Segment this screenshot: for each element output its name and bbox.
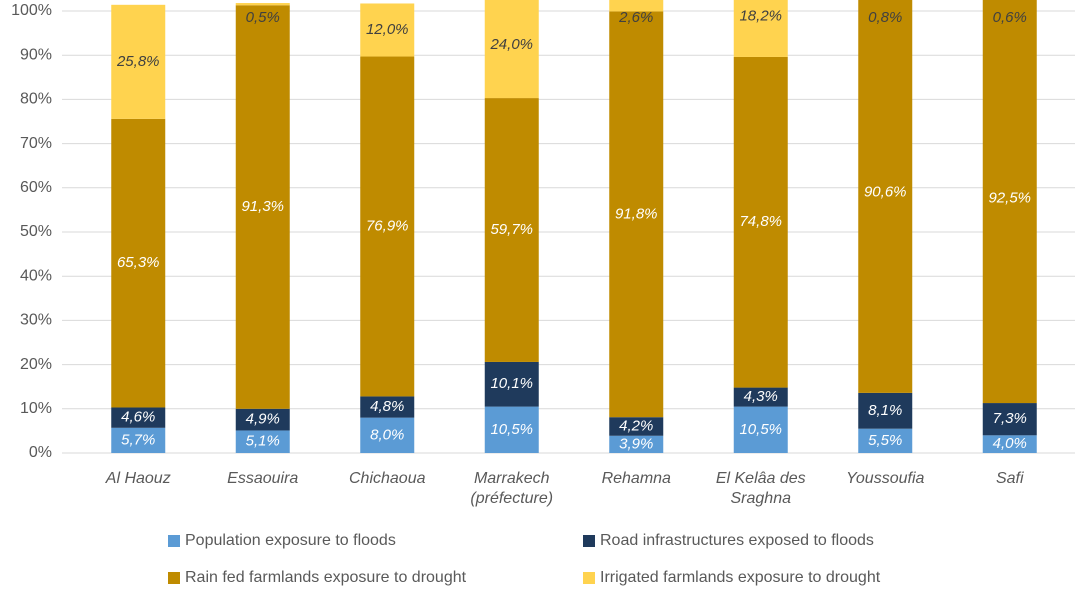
data-label: 10,1% bbox=[490, 375, 533, 392]
data-label: 4,8% bbox=[370, 398, 404, 415]
bar-segment bbox=[733, 56, 788, 388]
data-label: 4,3% bbox=[744, 388, 778, 405]
data-label: 92,5% bbox=[988, 190, 1031, 207]
bar-segment bbox=[982, 0, 1037, 404]
data-label: 0,8% bbox=[868, 9, 902, 26]
bar-segment bbox=[733, 0, 788, 57]
bar-segment bbox=[484, 406, 539, 453]
bar-segment bbox=[982, 403, 1037, 436]
data-label: 90,6% bbox=[864, 184, 907, 201]
y-tick-label: 50% bbox=[20, 223, 52, 240]
data-label: 5,5% bbox=[868, 432, 902, 449]
data-label: 5,1% bbox=[246, 433, 280, 450]
legend-label: Rain fed farmlands exposure to drought bbox=[185, 569, 467, 586]
y-tick-label: 80% bbox=[20, 91, 52, 108]
legend-label: Irrigated farmlands exposure to drought bbox=[600, 569, 881, 586]
bar-segment bbox=[733, 406, 788, 453]
bar-segment bbox=[111, 4, 166, 119]
bar-segment bbox=[111, 427, 166, 453]
bar-segment bbox=[235, 430, 290, 453]
data-label: 65,3% bbox=[117, 254, 160, 271]
bar-segment bbox=[360, 56, 415, 397]
data-label: 7,3% bbox=[993, 410, 1027, 427]
y-tick-label: 60% bbox=[20, 179, 52, 196]
legend-label: Road infrastructures exposed to floods bbox=[600, 532, 874, 549]
data-label: 8,0% bbox=[370, 426, 404, 443]
bar-segment bbox=[111, 407, 166, 428]
y-tick-label: 10% bbox=[20, 400, 52, 417]
bar-segment bbox=[609, 11, 664, 418]
y-tick-label: 20% bbox=[20, 356, 52, 373]
x-tick-label: Al Haouz bbox=[105, 470, 171, 487]
data-label: 8,1% bbox=[868, 402, 902, 419]
y-tick-label: 100% bbox=[11, 2, 52, 19]
bar-segment bbox=[609, 0, 664, 12]
x-tick-label: Rehamna bbox=[601, 470, 671, 487]
data-label: 18,2% bbox=[739, 8, 782, 25]
bar-segment bbox=[360, 396, 415, 418]
legend-swatch bbox=[583, 572, 595, 584]
data-label: 3,9% bbox=[619, 435, 653, 452]
x-tick-label: Chichaoua bbox=[349, 470, 426, 487]
data-label: 10,5% bbox=[490, 421, 533, 438]
data-label: 4,0% bbox=[993, 435, 1027, 452]
legend-swatch bbox=[168, 572, 180, 584]
bar-segment bbox=[858, 392, 913, 429]
data-label: 2,6% bbox=[618, 9, 653, 26]
data-label: 24,0% bbox=[489, 36, 533, 53]
x-tick-label: Youssoufia bbox=[846, 470, 925, 487]
x-tick-label: Safi bbox=[995, 470, 1024, 487]
bar-segment bbox=[360, 417, 415, 453]
x-tick-label: El Kelâa des Sraghna bbox=[715, 470, 806, 507]
bar-segment bbox=[360, 3, 415, 57]
data-label: 4,9% bbox=[246, 411, 280, 428]
bar-segment bbox=[982, 435, 1037, 453]
data-label: 91,3% bbox=[241, 198, 284, 215]
y-tick-label: 40% bbox=[20, 267, 52, 284]
data-label: 0,6% bbox=[993, 9, 1027, 26]
data-label: 10,5% bbox=[739, 421, 782, 438]
y-tick-label: 90% bbox=[20, 46, 52, 63]
data-label: 74,8% bbox=[739, 213, 782, 230]
data-label: 5,7% bbox=[121, 431, 155, 448]
bar-segment bbox=[484, 0, 539, 99]
data-label: 4,6% bbox=[121, 409, 155, 426]
bar-segment bbox=[484, 98, 539, 362]
legend-swatch bbox=[168, 535, 180, 547]
data-label: 12,0% bbox=[366, 21, 409, 38]
y-tick-label: 0% bbox=[29, 444, 52, 461]
y-tick-label: 30% bbox=[20, 312, 52, 329]
bar-segment bbox=[235, 408, 290, 431]
data-label: 4,2% bbox=[619, 417, 653, 434]
x-tick-label: Essaouira bbox=[227, 470, 299, 487]
legend-swatch bbox=[583, 535, 595, 547]
bar-segment bbox=[609, 435, 664, 453]
data-label: 59,7% bbox=[490, 221, 533, 238]
legend-label: Population exposure to floods bbox=[185, 532, 396, 549]
bar-segment bbox=[484, 361, 539, 407]
bar-segment bbox=[858, 0, 913, 393]
data-label: 91,8% bbox=[615, 205, 658, 222]
bar-segment bbox=[235, 5, 290, 409]
x-tick-label: Marrakech (préfecture) bbox=[470, 470, 554, 507]
bar-segment bbox=[235, 3, 290, 6]
bar-segment bbox=[733, 387, 788, 407]
y-tick-label: 70% bbox=[20, 135, 52, 152]
data-label: 25,8% bbox=[116, 53, 160, 70]
data-label: 76,9% bbox=[366, 217, 409, 234]
bar-segment bbox=[858, 428, 913, 453]
bar-segment bbox=[111, 118, 166, 408]
data-label: 0,5% bbox=[246, 9, 280, 26]
bar-segment bbox=[609, 417, 664, 436]
